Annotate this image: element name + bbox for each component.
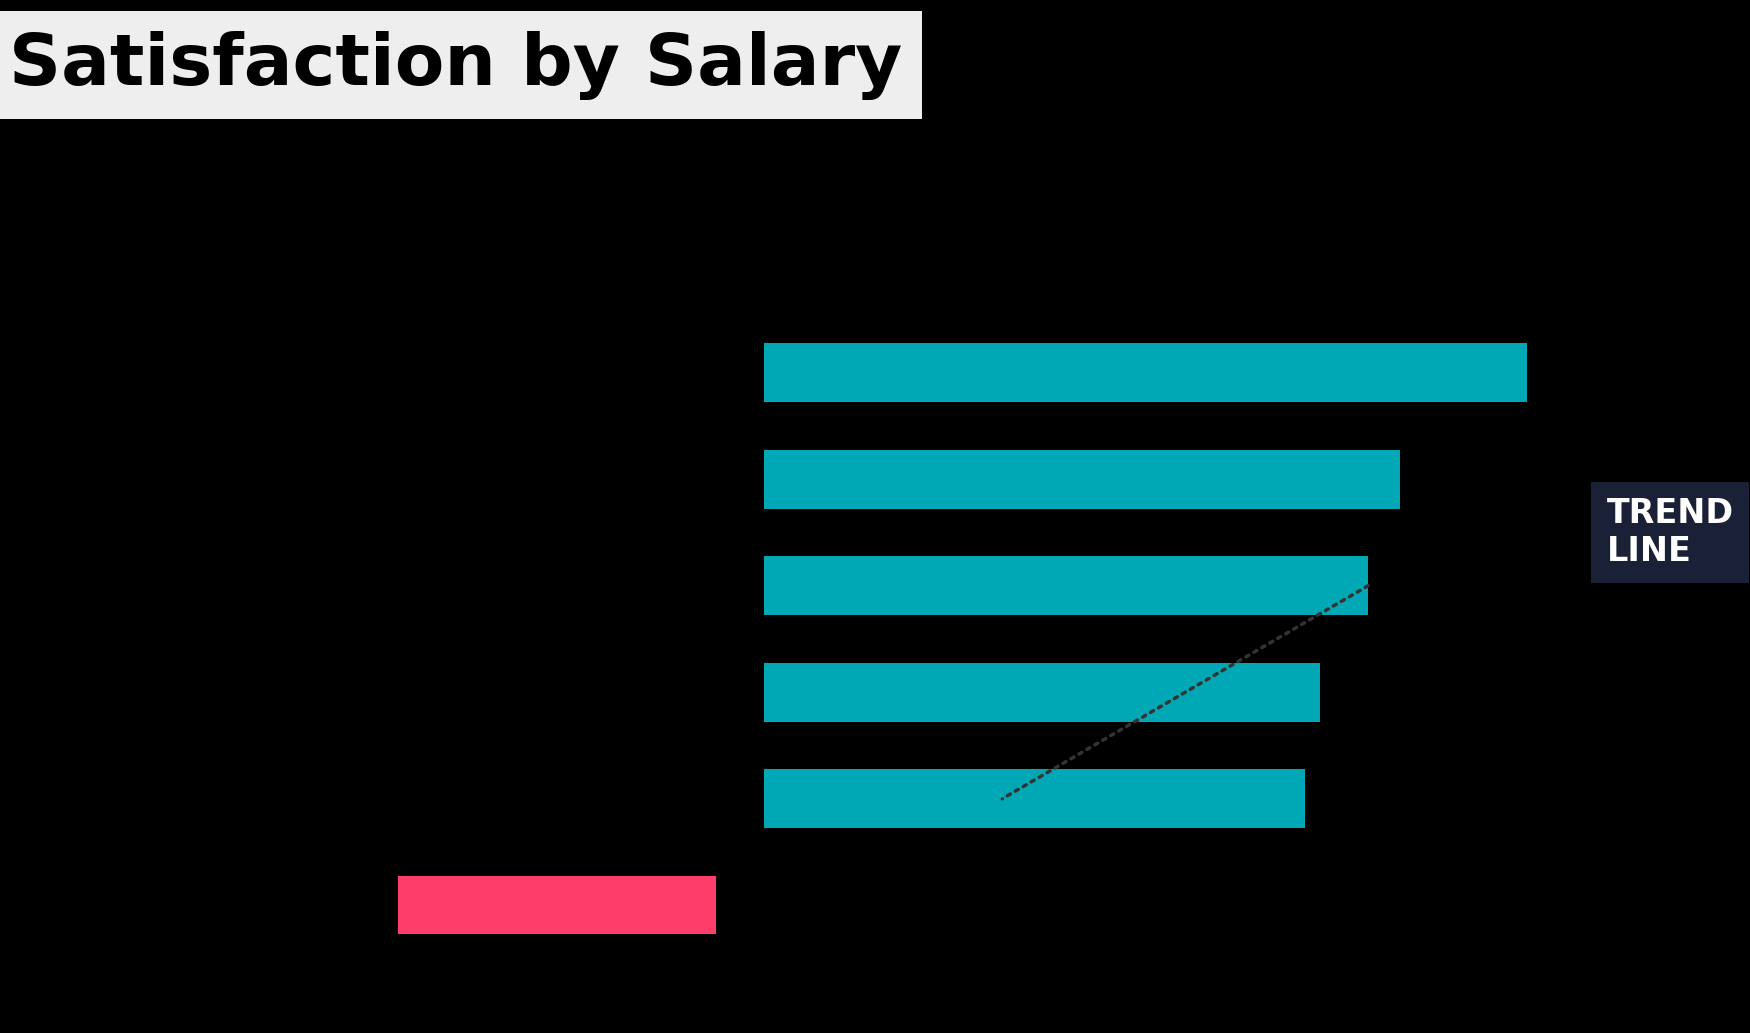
Bar [763,770,1304,828]
Text: TREND
LINE: TREND LINE [1606,497,1734,568]
Text: Satisfaction by Salary: Satisfaction by Salary [9,31,901,100]
Bar [763,343,1528,402]
Bar [763,450,1400,508]
Bar [397,876,716,935]
Bar [763,663,1321,721]
Bar [763,557,1368,615]
